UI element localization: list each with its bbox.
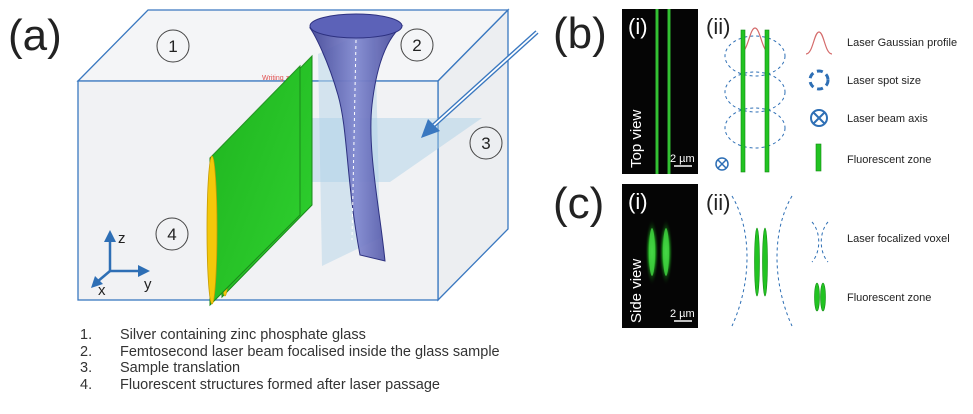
panel-c-label: (c) [553,179,604,228]
caption-text-3: Sample translation [120,360,241,377]
legend-gaussian-icon [805,31,833,55]
legend-gaussian-label: Laser Gaussian profile [847,37,957,49]
circle-1-text: 1 [168,37,177,56]
circle-3-text: 3 [481,134,490,153]
b-roman-ii: (ii) [706,14,730,39]
caption-num-1: 1. [80,327,93,343]
legend-voxel-icon-left [811,221,820,263]
voxel-fluor-left [754,227,760,297]
glass-top-face [76,9,510,82]
side-scale-label: 2 µm [670,308,695,320]
side-view-micrograph: (i) Side view 2 µm [622,184,698,328]
circle-marker-4: 4 [155,217,189,251]
caption-num-3: 3. [80,360,93,377]
side-view-label: Side view [628,259,645,323]
caption-num-2: 2. [80,343,93,360]
fluorescent-line-left [740,29,746,173]
circle-4-text: 4 [167,225,176,244]
caption-item-2: 2. Femtosecond laser beam focalised insid… [80,344,500,361]
caption-item-4: 4. Fluorescent structures formed after la… [80,377,500,394]
caption-text-4: Fluorescent structures formed after lase… [120,376,440,393]
axis-y-label: y [144,276,152,293]
axis-x-label: x [98,282,106,299]
legend-spot-label: Laser spot size [847,75,921,87]
legend-fluor-c-icon-right [820,282,826,312]
caption-list: 1. Silver containing zinc phosphate glass… [80,327,500,393]
legend-fluor-label: Fluorescent zone [847,154,931,166]
circle-marker-3: 3 [469,126,503,160]
caption-item-3: 3. Sample translation [80,360,500,377]
circle-2-text: 2 [412,36,421,55]
caption-text-2: Femtosecond laser beam focalised inside … [120,343,500,360]
laser-beam [309,13,404,262]
c-roman-ii: (ii) [706,190,730,215]
sheet-front-yellow-edge [206,155,218,305]
top-view-roman-i: (i) [628,14,648,39]
legend-c: Laser focalized voxel Fluorescent zone [811,221,950,312]
legend-fluor-c-icon-left [814,282,820,312]
top-scale-label: 2 µm [670,153,695,165]
axes-triad: z y x [91,230,152,299]
legend-beam-axis-icon [810,109,828,127]
legend-voxel-label: Laser focalized voxel [847,233,950,245]
beam-axis-symbol [715,157,729,171]
legend-fluor-icon [815,143,822,172]
writing-z-label: Writing z [262,75,290,82]
axis-z-label: z [118,230,126,247]
voxel-fluor-right [762,227,768,297]
caption-text-1: Silver containing zinc phosphate glass [120,327,366,343]
legend-fluor-c-label: Fluorescent zone [847,292,931,304]
side-view-schematic [731,195,793,327]
sheet-front-edge [210,62,304,158]
legend-spot-icon [808,69,830,91]
top-view-label: Top view [628,109,645,168]
top-view-schematic [715,27,786,173]
fluorescent-line-right [764,29,770,173]
top-view-micrograph: (i) Top view 2 µm [622,9,698,174]
caption-num-4: 4. [80,376,93,393]
gaussian-curve [741,27,769,53]
circle-marker-2: 2 [400,28,434,62]
side-view-roman-i: (i) [628,189,648,214]
circle-marker-1: 1 [156,29,190,63]
fluorescent-structures [206,52,316,307]
translation-arrow [421,30,539,138]
panel-a-label: (a) [8,11,62,60]
panel-b-label: (b) [553,9,607,58]
legend-voxel-icon-right [820,221,829,263]
legend-beam-axis-label: Laser beam axis [847,113,928,125]
translation-arrow-head [421,119,440,138]
legend-b: Laser Gaussian profile Laser spot size L… [805,31,957,172]
caption-item-1: 1. Silver containing zinc phosphate glass [80,327,500,344]
